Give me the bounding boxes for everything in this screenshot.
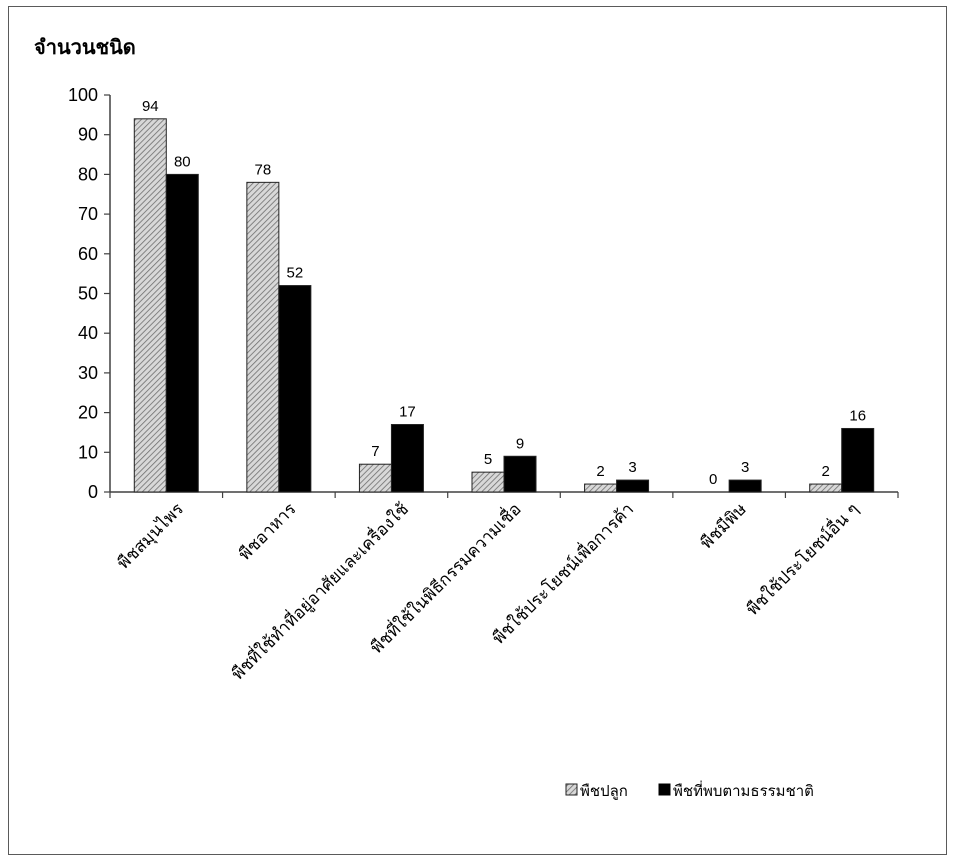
axes: [109, 95, 899, 498]
category-labels: พืชสมุนไพร พืชอาหารพืชที่ใช้ทำที่อยู่อาศั…: [113, 497, 863, 684]
y-tick-label: 30: [78, 363, 98, 383]
legend-swatch-natural: [658, 783, 671, 796]
bar-natural: [165, 173, 199, 493]
bar-natural: [728, 479, 762, 493]
legend: พืชปลูก พืชที่พบตามธรรมชาติ: [565, 780, 814, 800]
bar-natural: [278, 285, 312, 493]
y-tick-label: 20: [78, 403, 98, 423]
category-label: พืชสมุนไพร: [113, 499, 188, 574]
data-label: 5: [484, 451, 492, 468]
bar-natural: [503, 455, 537, 493]
y-tick-label: 60: [78, 244, 98, 264]
bar-cultivated: [471, 471, 505, 493]
data-label: 0: [709, 471, 717, 488]
y-tick-label: 100: [68, 85, 98, 105]
y-tick-label: 70: [78, 204, 98, 224]
data-label: 52: [287, 265, 304, 282]
y-tick-label: 80: [78, 164, 98, 184]
legend-label-natural: พืชที่พบตามธรรมชาติ: [673, 780, 814, 800]
bar-cultivated: [584, 483, 618, 493]
data-label: 17: [399, 404, 416, 421]
data-label: 16: [849, 407, 866, 424]
bars: [133, 118, 875, 493]
data-label: 2: [822, 463, 830, 480]
data-label: 80: [174, 153, 191, 170]
bar-cultivated: [809, 483, 843, 493]
y-tick-label: 0: [88, 482, 98, 502]
category-label: พืชอาหาร: [235, 499, 300, 564]
data-label: 7: [371, 443, 379, 460]
bar-natural: [841, 427, 875, 493]
y-tick-label: 90: [78, 125, 98, 145]
bar-natural: [390, 424, 424, 493]
category-label: พืชที่ใช้ทำที่อยู่อาศัยและเครื่องใช้: [226, 497, 413, 684]
data-label: 3: [628, 459, 636, 476]
y-tick-label: 50: [78, 284, 98, 304]
bar-natural: [616, 479, 650, 493]
bar-cultivated: [246, 181, 280, 493]
legend-swatch-cultivated: [565, 783, 578, 796]
y-axis-label: จำนวนชนิด: [34, 35, 136, 59]
category-label: พืชมีพิษ: [697, 499, 751, 553]
bar-cultivated: [133, 118, 167, 493]
data-labels: 94 80 78 52 7 17 5 9 2 3 0 3 2 16: [142, 98, 866, 488]
data-label: 94: [142, 98, 159, 115]
y-ticks: 0 10 20 30 40 50 60 70 80 90 100: [68, 85, 110, 502]
y-tick-label: 40: [78, 323, 98, 343]
legend-label-cultivated: พืชปลูก: [580, 782, 628, 800]
y-tick-label: 10: [78, 442, 98, 462]
data-label: 2: [596, 463, 604, 480]
category-label: พืชใช้ประโยชน์อื่น ๆ: [741, 497, 864, 620]
data-label: 78: [255, 161, 272, 178]
data-label: 9: [516, 435, 524, 452]
bar-cultivated: [358, 463, 392, 493]
data-label: 3: [741, 459, 749, 476]
